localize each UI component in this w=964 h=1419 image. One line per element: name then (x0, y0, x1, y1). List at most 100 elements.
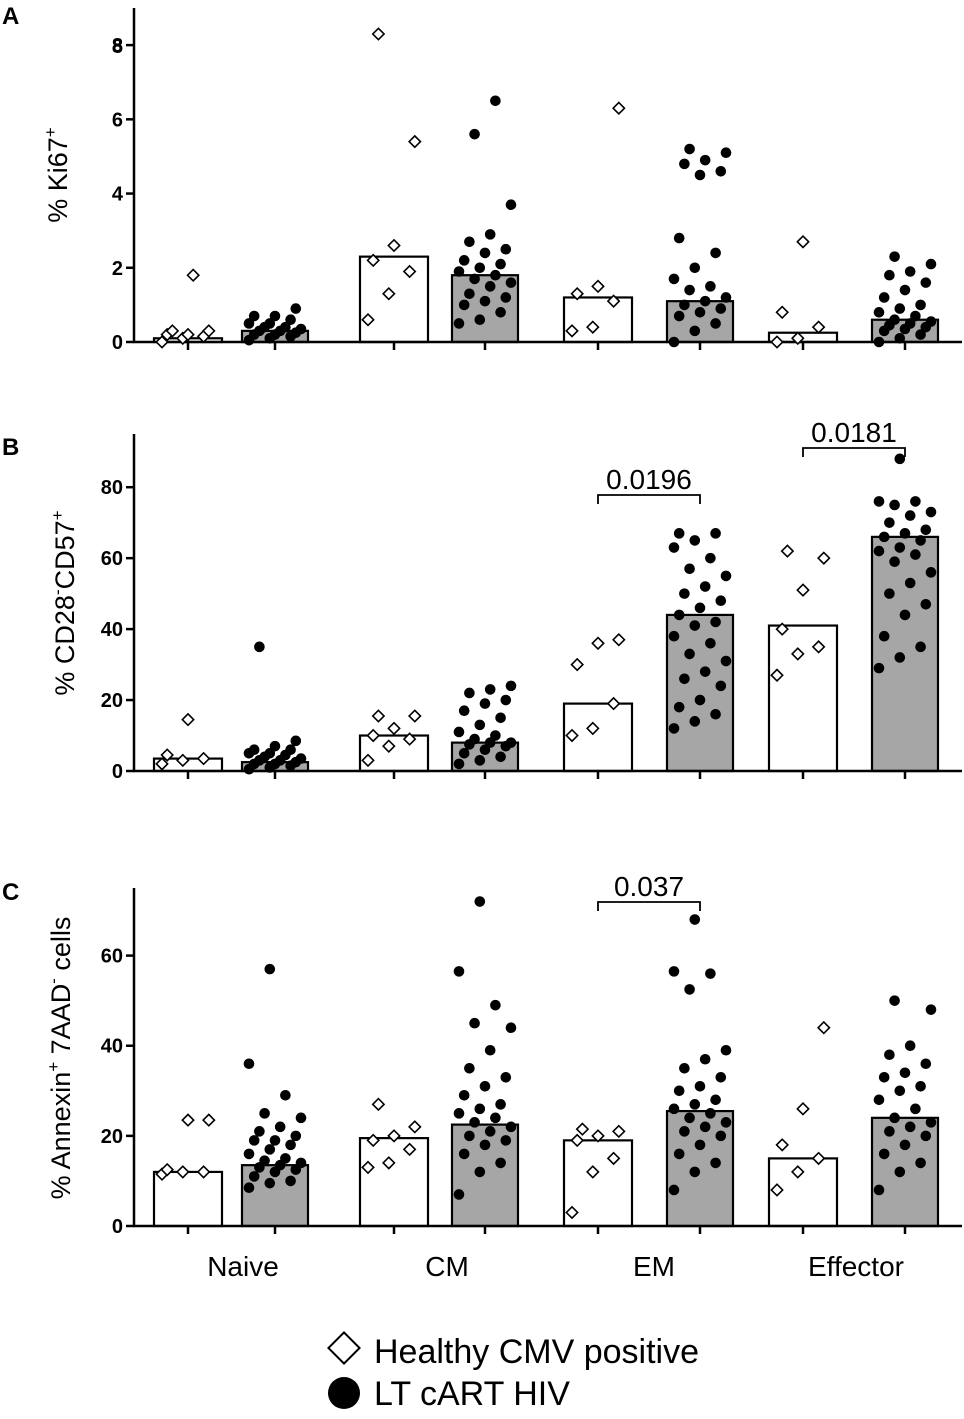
point-hiv-em (673, 310, 685, 322)
point-hiv-cm (495, 307, 506, 318)
point-hiv-naive (274, 1121, 286, 1133)
point-hiv-em (679, 588, 690, 599)
point-hiv-cm (490, 730, 501, 741)
point-hiv-cm (474, 1103, 486, 1115)
point-hiv-effector (904, 1040, 916, 1052)
point-hiv-naive (285, 1139, 296, 1151)
point-hiv-effector (873, 1094, 885, 1106)
point-hiv-naive (290, 1130, 302, 1142)
point-hiv-naive (280, 1090, 291, 1101)
point-hiv-cm (495, 1099, 506, 1110)
point-healthy-effector (775, 305, 789, 320)
point-hiv-naive (254, 641, 265, 653)
point-hiv-naive (264, 318, 276, 329)
point-healthy-em (570, 657, 584, 672)
point-hiv-cm (505, 737, 517, 748)
point-hiv-naive (264, 963, 276, 975)
point-hiv-em (705, 281, 716, 292)
legend-label-hiv: LT cART HIV (374, 1375, 570, 1413)
point-hiv-em (699, 295, 711, 307)
significance-bracket (597, 494, 701, 504)
point-healthy-cm (382, 286, 396, 301)
point-hiv-em (715, 303, 727, 314)
point-hiv-em (673, 528, 685, 539)
point-hiv-cm (500, 1135, 512, 1146)
point-hiv-effector (904, 266, 916, 277)
point-healthy-effector (775, 622, 789, 636)
point-hiv-em (668, 542, 680, 553)
point-hiv-effector (884, 1049, 895, 1061)
point-hiv-cm (464, 1062, 475, 1074)
point-healthy-cm (408, 134, 422, 149)
point-hiv-em (689, 620, 701, 631)
point-hiv-naive (295, 1157, 307, 1169)
point-hiv-effector (925, 1117, 937, 1128)
point-hiv-effector (878, 1071, 890, 1083)
point-hiv-effector (925, 258, 937, 270)
point-hiv-naive (264, 1177, 276, 1189)
point-hiv-cm (458, 705, 470, 716)
point-hiv-effector (884, 1126, 895, 1137)
point-hiv-effector (889, 314, 900, 326)
point-hiv-naive (280, 321, 291, 333)
point-hiv-em (705, 968, 716, 979)
point-healthy-effector (796, 583, 810, 597)
point-hiv-cm (474, 896, 486, 907)
point-hiv-effector (878, 630, 890, 642)
point-hiv-em (694, 169, 706, 181)
point-hiv-naive (248, 1135, 260, 1146)
y-tick-label: 8 (112, 35, 123, 57)
point-hiv-em (720, 1044, 732, 1056)
point-hiv-cm (458, 1148, 470, 1160)
point-hiv-em (684, 648, 695, 660)
point-hiv-cm (500, 694, 512, 706)
point-healthy-cm (366, 1133, 380, 1148)
point-hiv-em (689, 1099, 701, 1110)
point-hiv-cm (484, 684, 496, 695)
point-hiv-effector (925, 567, 937, 578)
point-hiv-effector (884, 269, 895, 281)
point-healthy-naive (165, 324, 180, 338)
point-hiv-naive (248, 744, 260, 756)
point-hiv-cm (464, 687, 475, 699)
point-healthy-cm (387, 1129, 401, 1143)
p-value-label: 0.0181 (811, 417, 897, 448)
point-hiv-naive (269, 310, 281, 322)
point-hiv-em (668, 630, 680, 642)
point-hiv-em (694, 602, 706, 614)
point-hiv-effector (894, 453, 906, 465)
bar-healthy-cm (358, 734, 430, 773)
point-healthy-cm (382, 739, 396, 753)
point-healthy-effector (775, 1138, 789, 1152)
panel-b-cd28-cd57: 0 20 40 60 80 0.0196 0.0181 (101, 417, 962, 783)
panel-label-b: B (2, 434, 19, 461)
point-hiv-effector (904, 318, 916, 329)
point-hiv-em (694, 1080, 706, 1092)
point-hiv-effector (910, 310, 921, 322)
point-hiv-naive (280, 1153, 291, 1164)
point-hiv-effector (894, 332, 906, 344)
point-hiv-em (668, 966, 680, 977)
y-tick-label: 0 (112, 332, 123, 354)
point-hiv-cm (495, 751, 506, 763)
point-hiv-naive (243, 318, 255, 329)
point-hiv-cm (484, 1126, 496, 1137)
point-hiv-em (705, 552, 716, 564)
point-hiv-effector (899, 284, 911, 296)
bar-hiv-effector (870, 535, 940, 773)
point-hiv-naive (264, 1144, 276, 1155)
point-hiv-cm (505, 680, 517, 692)
point-hiv-effector (920, 277, 932, 288)
point-healthy-naive (176, 753, 190, 768)
point-hiv-cm (469, 273, 480, 285)
point-hiv-em (710, 708, 721, 720)
point-healthy-em (591, 636, 605, 651)
point-hiv-effector (904, 1121, 916, 1133)
point-hiv-em (720, 570, 732, 582)
y-tick-label: 60 (101, 946, 123, 968)
point-hiv-em (694, 694, 706, 706)
y-tick-label: 0 (112, 1216, 123, 1238)
point-healthy-cm (366, 728, 380, 743)
point-hiv-em (699, 1053, 711, 1065)
